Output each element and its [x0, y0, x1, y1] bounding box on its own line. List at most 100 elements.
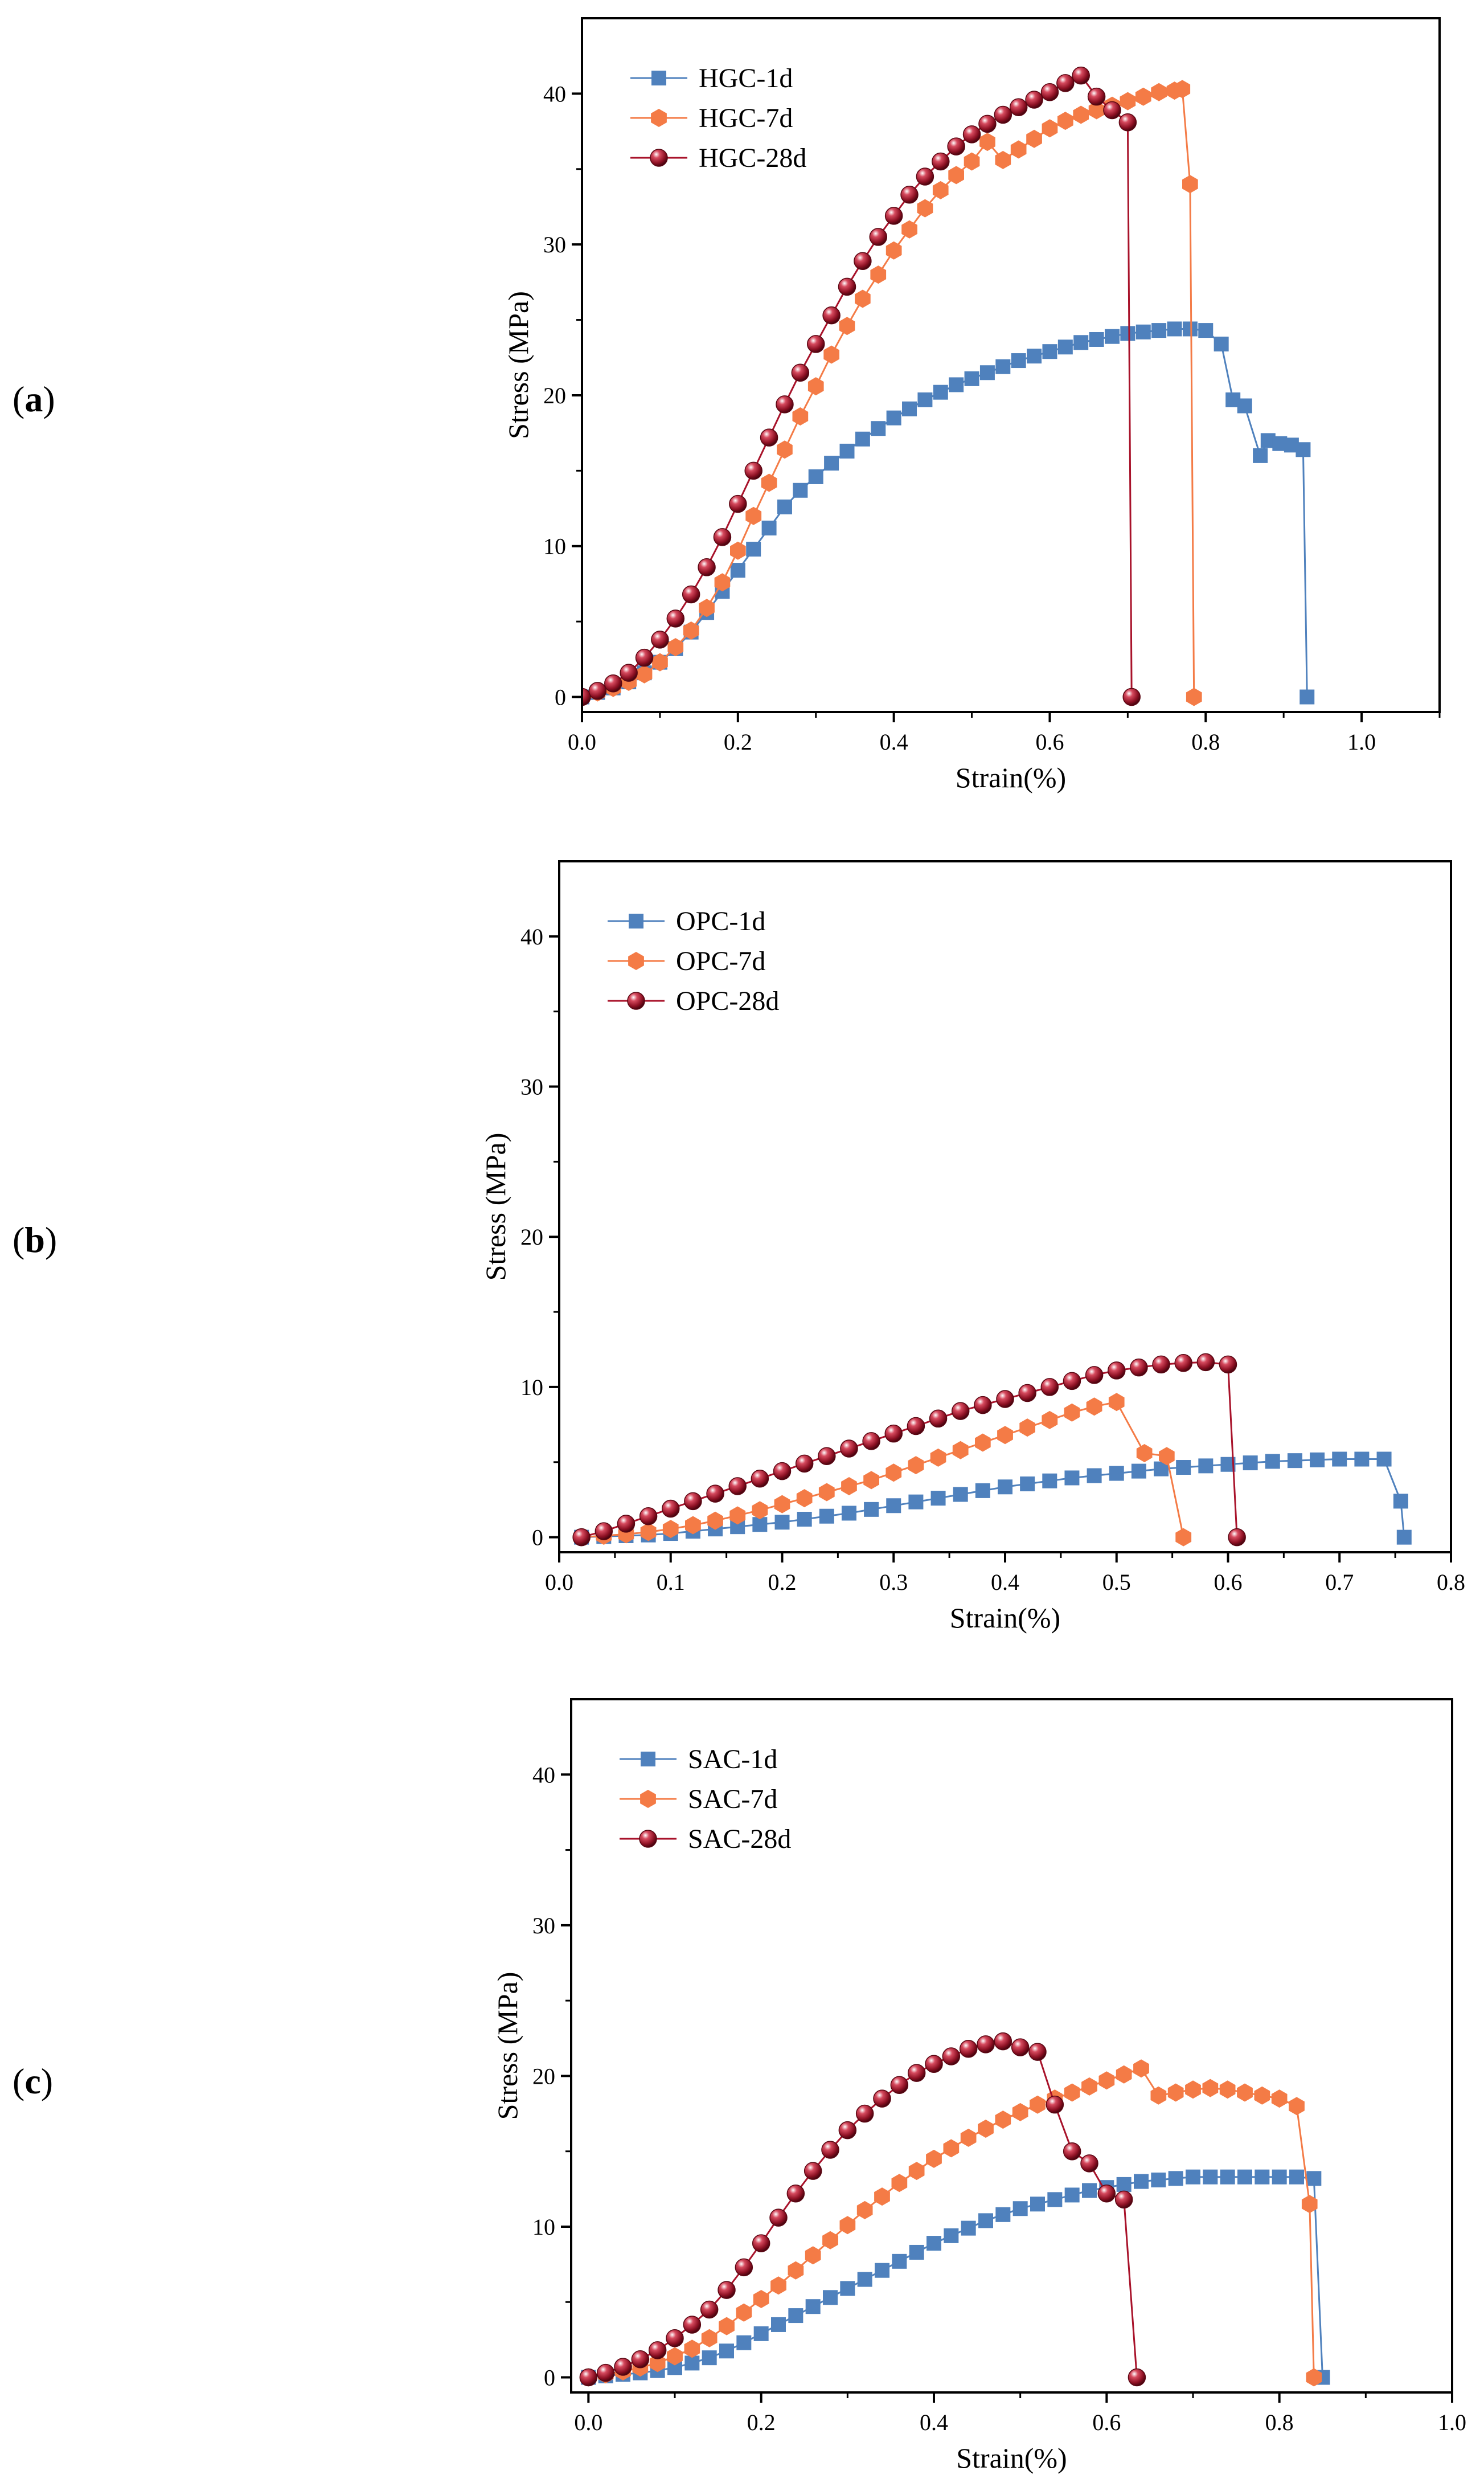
data-point	[1159, 1447, 1175, 1466]
data-point	[639, 1507, 658, 1525]
legend-marker	[628, 952, 644, 970]
legend-entry: SAC-28d	[620, 1824, 791, 1854]
data-point	[1012, 2201, 1028, 2216]
data-point	[1026, 129, 1042, 148]
data-point	[662, 1499, 680, 1518]
data-point	[684, 1492, 702, 1511]
axes-frame	[581, 17, 1441, 713]
data-point	[572, 1528, 591, 1547]
data-point	[873, 2089, 891, 2108]
data-point	[926, 2149, 942, 2168]
data-point	[900, 186, 919, 204]
data-point	[769, 2208, 788, 2227]
data-point	[908, 2162, 925, 2181]
panel-label-open: (	[13, 2061, 24, 2101]
data-point	[808, 469, 823, 484]
data-point	[1042, 119, 1058, 138]
legend-marker	[639, 1830, 657, 1848]
data-point	[1271, 2089, 1288, 2108]
legend-label: SAC-28d	[688, 1824, 791, 1854]
x-axis-label: Strain(%)	[956, 762, 1066, 793]
legend-label: OPC-1d	[676, 906, 765, 936]
panel-label-open: (	[13, 1220, 24, 1260]
data-point	[1301, 2195, 1318, 2214]
data-point	[932, 181, 949, 199]
panel-label: (b)	[13, 1220, 57, 1260]
data-point	[839, 317, 855, 336]
y-axis-label: Stress (MPa)	[502, 291, 534, 439]
data-point	[875, 2263, 889, 2278]
data-point	[1186, 2169, 1200, 2185]
data-point	[1136, 1444, 1153, 1462]
data-point	[857, 2272, 872, 2287]
data-point	[806, 335, 825, 353]
data-point	[805, 2299, 821, 2314]
data-point	[1063, 2142, 1081, 2161]
data-point	[1040, 83, 1059, 101]
data-point	[1253, 448, 1268, 463]
data-point	[1056, 74, 1075, 92]
data-point	[706, 1484, 724, 1503]
legend-label: HGC-7d	[699, 103, 793, 133]
legend: HGC-1d HGC-7d HGC-28d	[630, 63, 806, 173]
data-point	[947, 137, 965, 156]
panel-label-close: )	[43, 379, 55, 419]
data-point	[735, 2258, 753, 2277]
x-tick-label: 0.6	[1035, 729, 1064, 755]
data-point	[792, 407, 809, 426]
data-point	[682, 585, 700, 604]
data-point	[1040, 1378, 1059, 1396]
data-point	[1027, 349, 1042, 364]
data-point	[841, 1506, 856, 1521]
data-point	[1103, 101, 1121, 120]
data-point	[1057, 112, 1073, 130]
data-point	[964, 371, 979, 386]
data-point	[839, 443, 855, 459]
data-point	[824, 456, 839, 471]
data-point	[864, 1502, 879, 1517]
data-point	[1198, 1458, 1214, 1474]
data-point	[979, 365, 995, 381]
data-point	[1046, 2095, 1064, 2114]
data-point	[752, 1501, 768, 1520]
data-point	[791, 363, 810, 382]
y-tick-label: 40	[520, 924, 543, 950]
data-point	[839, 2216, 856, 2235]
y-axis-label: Stress (MPa)	[491, 1972, 523, 2120]
data-point	[1009, 98, 1028, 116]
data-point	[736, 2303, 752, 2322]
data-point	[702, 2350, 717, 2366]
data-point	[1135, 87, 1151, 106]
x-tick-label: 0.4	[920, 2410, 948, 2435]
x-tick-label: 0.6	[1214, 1569, 1243, 1595]
data-point	[884, 207, 903, 225]
data-point	[786, 2185, 805, 2203]
data-point	[728, 1477, 747, 1495]
data-point	[770, 2276, 786, 2295]
y-tick-label: 0	[555, 685, 566, 710]
data-point	[979, 133, 995, 152]
data-point	[871, 421, 886, 436]
y-tick-label: 20	[543, 383, 566, 408]
data-point	[1073, 335, 1089, 350]
data-point	[652, 653, 668, 672]
data-point	[917, 199, 933, 218]
data-point	[1296, 442, 1311, 457]
data-point	[1116, 2177, 1132, 2192]
data-point	[1396, 1529, 1412, 1545]
data-point	[884, 1424, 903, 1443]
data-point	[777, 499, 792, 514]
data-point	[1133, 2059, 1149, 2078]
data-point	[1174, 80, 1191, 99]
data-point	[760, 428, 778, 447]
data-point	[862, 1432, 880, 1450]
x-tick-label: 0.0	[545, 1569, 573, 1595]
data-point	[855, 2104, 874, 2123]
data-point	[1025, 91, 1043, 109]
data-point	[1228, 1528, 1246, 1547]
data-point	[1131, 1463, 1146, 1479]
data-point	[685, 1516, 701, 1535]
data-point	[1306, 2368, 1322, 2387]
y-tick-label: 20	[520, 1224, 543, 1250]
data-point	[1030, 2095, 1046, 2114]
